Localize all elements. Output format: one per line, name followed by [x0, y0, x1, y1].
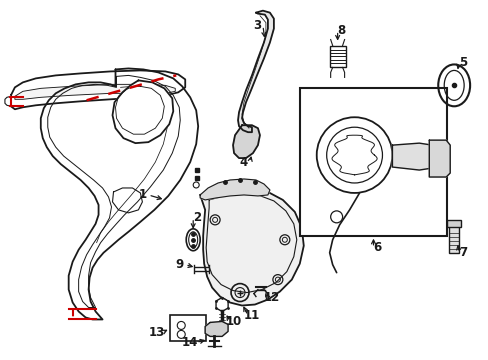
- Text: 6: 6: [373, 241, 381, 254]
- Polygon shape: [205, 321, 227, 336]
- Text: 9: 9: [175, 258, 183, 271]
- Bar: [329, 45, 345, 67]
- Polygon shape: [11, 71, 185, 109]
- Text: 14: 14: [182, 336, 198, 349]
- Polygon shape: [41, 68, 198, 319]
- Text: 10: 10: [225, 315, 242, 328]
- Bar: [170, 315, 206, 341]
- Text: 8: 8: [337, 24, 345, 37]
- Polygon shape: [428, 140, 449, 177]
- Text: 3: 3: [252, 19, 261, 32]
- Polygon shape: [238, 11, 273, 132]
- Text: 1: 1: [138, 188, 146, 202]
- Polygon shape: [200, 188, 303, 306]
- Polygon shape: [15, 84, 175, 99]
- Polygon shape: [112, 80, 173, 143]
- Polygon shape: [233, 125, 260, 158]
- Polygon shape: [216, 298, 228, 311]
- Text: 7: 7: [458, 246, 466, 259]
- Bar: [299, 88, 447, 236]
- Text: 5: 5: [458, 56, 467, 69]
- Text: 2: 2: [193, 211, 201, 224]
- Polygon shape: [392, 143, 436, 170]
- Text: 13: 13: [148, 326, 164, 339]
- Text: 12: 12: [263, 291, 280, 304]
- Bar: [448, 225, 458, 253]
- Polygon shape: [200, 179, 269, 200]
- Bar: [447, 220, 460, 227]
- Polygon shape: [5, 96, 11, 106]
- Text: 4: 4: [240, 156, 247, 168]
- Text: 11: 11: [244, 309, 260, 322]
